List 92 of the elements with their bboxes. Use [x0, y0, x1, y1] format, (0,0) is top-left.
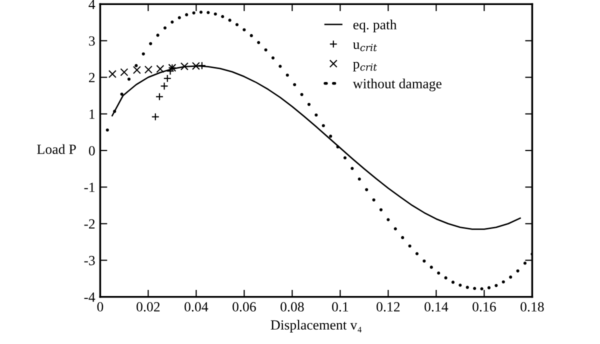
x-tick-label: 0.12	[376, 302, 400, 312]
x-tick-label: 0.08	[280, 302, 304, 312]
point	[221, 15, 224, 18]
point	[120, 92, 124, 96]
point	[444, 276, 448, 280]
point	[322, 124, 325, 128]
x-tick-label: 0.18	[520, 302, 544, 312]
point	[228, 18, 232, 22]
point	[192, 62, 200, 70]
x-tick-label: 0.06	[232, 302, 256, 312]
point	[178, 16, 181, 20]
point	[502, 280, 505, 284]
point	[365, 188, 368, 192]
point	[278, 64, 282, 68]
point	[372, 198, 376, 202]
point	[155, 92, 164, 101]
legend-label: without damage	[352, 78, 442, 92]
point	[160, 82, 168, 90]
point	[250, 34, 253, 38]
point	[509, 276, 512, 279]
point	[151, 112, 160, 121]
point	[106, 128, 109, 132]
point	[458, 284, 462, 287]
point	[180, 62, 188, 70]
point	[293, 83, 296, 86]
point	[300, 92, 304, 96]
point	[170, 20, 174, 24]
point	[358, 177, 361, 181]
point	[163, 26, 167, 30]
point	[242, 28, 246, 32]
point	[156, 34, 160, 37]
point	[134, 64, 138, 68]
point	[466, 286, 469, 289]
x-tick-label: 0.02	[136, 302, 160, 312]
point	[422, 259, 426, 263]
point	[401, 236, 404, 240]
y-axis-title: Load P	[37, 144, 76, 154]
x-tick-label: 0.16	[472, 302, 496, 312]
legend-label: eq. path	[353, 20, 397, 32]
point	[257, 41, 260, 44]
point	[408, 244, 412, 248]
point	[271, 56, 275, 60]
point	[163, 74, 172, 82]
point	[350, 166, 354, 170]
point	[149, 42, 152, 46]
y-tick-label: -3	[84, 256, 95, 266]
x-tick-label: 0	[97, 302, 104, 312]
point	[142, 52, 145, 56]
point	[206, 10, 210, 14]
y-tick-label: -2	[84, 219, 95, 229]
y-tick-label: -4	[84, 292, 96, 302]
point	[286, 74, 289, 77]
point	[480, 287, 484, 290]
y-tick-label: 3	[89, 36, 95, 46]
legend-label: u$_{crit}$	[353, 42, 378, 52]
point	[430, 266, 433, 269]
y-tick-label: -1	[84, 182, 95, 192]
x-tick-label: 0.04	[184, 302, 208, 312]
point	[307, 102, 311, 106]
point	[264, 48, 268, 52]
point	[329, 134, 332, 138]
x-axis-title: Displacement v₄	[270, 320, 362, 332]
point	[379, 208, 383, 212]
point	[394, 227, 397, 230]
point	[314, 113, 318, 117]
legend-label: p$_{crit}$	[353, 62, 378, 72]
point	[415, 252, 419, 256]
point	[127, 78, 131, 81]
point	[185, 13, 188, 16]
point	[214, 12, 217, 16]
point	[156, 64, 164, 73]
y-tick-label: 4	[88, 0, 96, 9]
point	[132, 66, 141, 74]
point	[199, 10, 203, 14]
point	[451, 280, 455, 284]
point	[437, 272, 440, 275]
x-tick-label: 0.14	[424, 302, 448, 312]
point	[235, 23, 239, 26]
point	[386, 218, 390, 222]
y-tick-label: 0	[88, 146, 95, 156]
point	[144, 66, 152, 74]
point	[192, 11, 196, 14]
point	[516, 269, 520, 272]
y-tick-label: 2	[89, 72, 95, 82]
point	[523, 262, 527, 265]
x-tick-label: 0.1	[332, 302, 348, 312]
point	[487, 286, 491, 290]
point	[494, 284, 498, 288]
point	[473, 286, 476, 290]
point	[343, 156, 347, 160]
point	[120, 68, 128, 76]
y-tick-label: 1	[90, 110, 95, 119]
